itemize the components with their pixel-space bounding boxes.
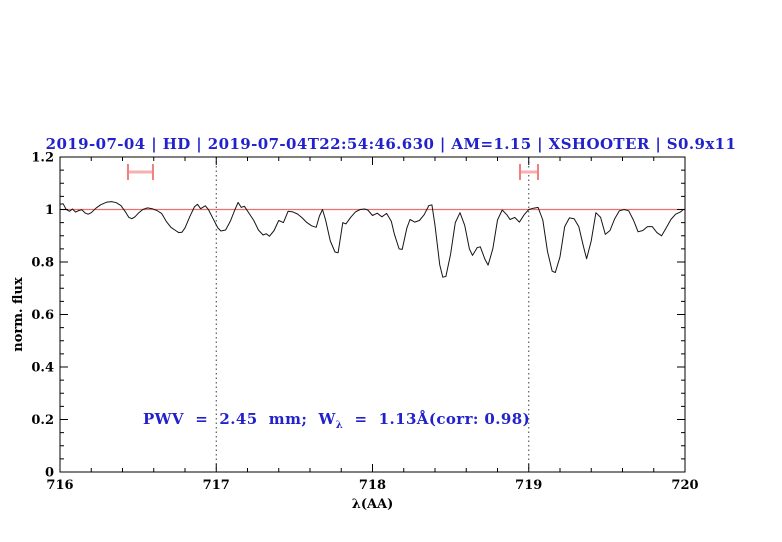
x-axis-title: λ(AA) [352, 497, 394, 512]
pwv-annotation-lambda-subscript: λ [335, 420, 344, 431]
axis-tick-label: 0.6 [31, 308, 54, 323]
axis-tick-label: 1.2 [31, 151, 54, 166]
axis-tick-label: 717 [203, 478, 230, 493]
spectrum-line [59, 201, 684, 278]
axis-tick-label: 716 [46, 478, 73, 493]
axis-tick-label: 718 [359, 478, 386, 493]
ew-marker [126, 163, 154, 180]
y-axis-title: norm. flux [11, 277, 26, 352]
axis-tick-label: 0.2 [31, 413, 54, 428]
ew-marker [519, 163, 539, 180]
pwv-annotation-pre: PWV = 2.45 mm; W [143, 410, 336, 428]
axis-tick-label: 720 [671, 478, 698, 493]
axis-tick-label: 1 [45, 203, 54, 218]
plot-title: 2019-07-04 | HD | 2019-07-04T22:54:46.63… [45, 135, 737, 153]
pwv-annotation: PWV = 2.45 mm; Wλ = 1.13Å(corr: 0.98) [143, 410, 530, 431]
pwv-annotation-post: = 1.13Å(corr: 0.98) [343, 410, 531, 428]
axis-ticks [59, 156, 686, 473]
axis-tick-label: 0.8 [31, 256, 54, 271]
axis-tick-label: 0 [45, 466, 54, 481]
axis-tick-label: 719 [515, 478, 542, 493]
axis-tick-label: 0.4 [31, 361, 54, 376]
